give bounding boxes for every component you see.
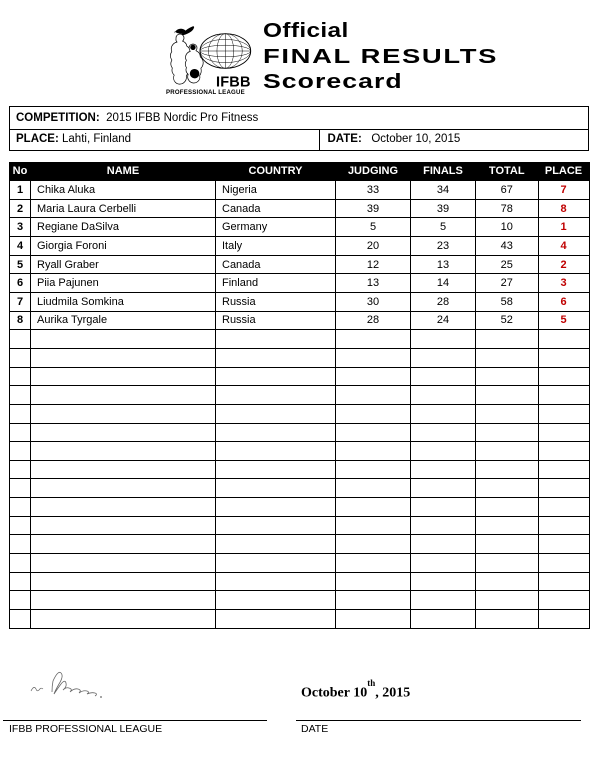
svg-text:PROFESSIONAL LEAGUE: PROFESSIONAL LEAGUE [166, 89, 245, 95]
